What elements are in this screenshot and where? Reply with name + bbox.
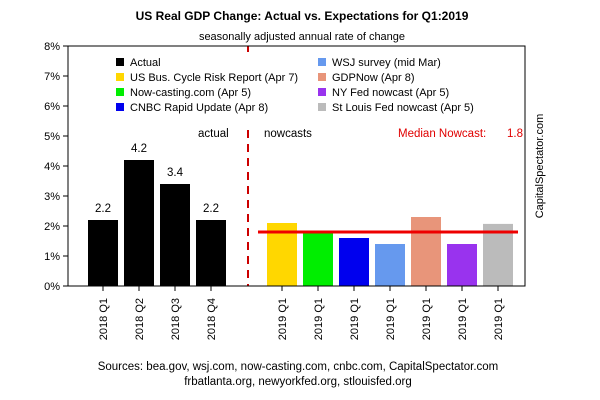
legend-swatch xyxy=(318,73,326,81)
watermark: CapitalSpectator.com xyxy=(534,114,546,219)
legend: Actual WSJ survey (mid Mar) US Bus. Cycle … xyxy=(109,52,512,124)
x-tick-label: 2018 Q3 xyxy=(170,298,182,340)
bar-nowcast xyxy=(339,238,369,286)
bar-nowcast xyxy=(447,244,477,286)
legend-swatch xyxy=(318,58,326,66)
legend-entry: US Bus. Cycle Risk Report (Apr 7) xyxy=(130,72,298,84)
legend-swatch xyxy=(116,58,124,66)
y-tick-label: 3% xyxy=(44,191,60,203)
y-tick-label: 0% xyxy=(44,281,60,293)
y-tick-label: 2% xyxy=(44,221,60,233)
legend-swatch xyxy=(116,103,124,111)
legend-entry: St Louis Fed nowcast (Apr 5) xyxy=(332,102,474,114)
bar-nowcast xyxy=(375,244,405,286)
legend-entry: Actual xyxy=(130,57,161,69)
legend-entry: WSJ survey (mid Mar) xyxy=(332,57,441,69)
bar-value-label: 2.2 xyxy=(203,203,219,215)
median-nowcast-label: Median Nowcast: xyxy=(398,128,486,140)
sources-line-2: frbatlanta.org, newyorkfed.org, stlouisf… xyxy=(184,376,412,388)
x-tick-label: 2019 Q1 xyxy=(457,298,469,340)
bar-actual xyxy=(124,160,154,286)
x-tick-label: 2019 Q1 xyxy=(313,298,325,340)
x-tick-label: 2018 Q1 xyxy=(98,298,110,340)
legend-entry: NY Fed nowcast (Apr 5) xyxy=(332,87,449,99)
bar-actual xyxy=(88,220,118,286)
legend-entry: GDPNow (Apr 8) xyxy=(332,72,415,84)
legend-entry: Now-casting.com (Apr 5) xyxy=(130,87,251,99)
bars: 2.2 4.2 3.4 2.2 xyxy=(88,143,513,286)
x-tick-label: 2019 Q1 xyxy=(277,298,289,340)
plot-frame xyxy=(67,45,526,287)
y-tick-label: 1% xyxy=(44,251,60,263)
bar-actual xyxy=(160,184,190,286)
x-axis-labels: 2018 Q1 2018 Q2 2018 Q3 2018 Q4 2019 Q1 2019 … xyxy=(98,286,505,340)
bar-nowcast xyxy=(411,217,441,286)
y-tick-label: 8% xyxy=(44,41,60,53)
x-tick-label: 2019 Q1 xyxy=(421,298,433,340)
legend-entry: CNBC Rapid Update (Apr 8) xyxy=(130,102,268,114)
bar-nowcast xyxy=(483,223,513,286)
x-tick-label: 2018 Q4 xyxy=(206,298,218,340)
x-tick-label: 2019 Q1 xyxy=(493,298,505,340)
legend-swatch xyxy=(318,103,326,111)
bar-value-label: 4.2 xyxy=(131,143,147,155)
y-tick-label: 5% xyxy=(44,131,60,143)
section-label-actual: actual xyxy=(198,128,229,140)
y-tick-label: 6% xyxy=(44,101,60,113)
legend-box xyxy=(109,52,512,124)
x-tick-label: 2019 Q1 xyxy=(385,298,397,340)
x-tick-label: 2018 Q2 xyxy=(134,298,146,340)
x-tick-label: 2019 Q1 xyxy=(349,298,361,340)
bar-nowcast xyxy=(303,232,333,286)
sources-line-1: Sources: bea.gov, wsj.com, now-casting.c… xyxy=(98,361,499,373)
median-nowcast-value: 1.8 xyxy=(507,128,523,140)
y-tick-label: 7% xyxy=(44,71,60,83)
y-tick-label: 4% xyxy=(44,161,60,173)
legend-swatch xyxy=(116,73,124,81)
bar-actual xyxy=(196,220,226,286)
legend-swatch xyxy=(318,88,326,96)
section-label-nowcasts: nowcasts xyxy=(264,128,312,140)
bar-value-label: 2.2 xyxy=(95,203,111,215)
y-axis: 0% 1% 2% 3% 4% 5% 6% 7% 8% xyxy=(44,41,68,293)
chart-title: US Real GDP Change: Actual vs. Expectati… xyxy=(136,9,469,23)
chart-subtitle: seasonally adjusted annual rate of chang… xyxy=(199,31,405,43)
legend-swatch xyxy=(116,88,124,96)
bar-value-label: 3.4 xyxy=(167,167,184,179)
